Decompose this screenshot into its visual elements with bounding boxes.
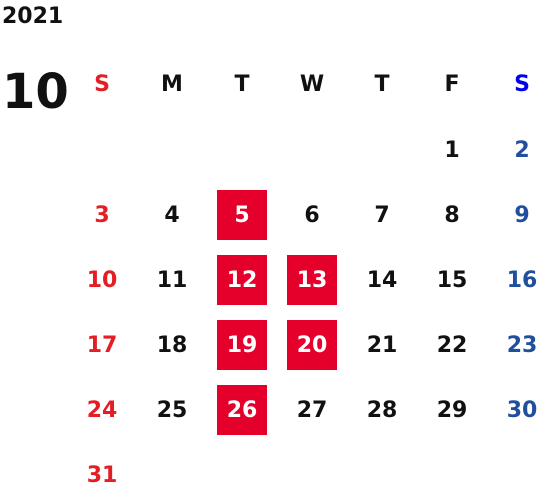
- day-cell: 27: [296, 397, 328, 423]
- day-cell: 18: [156, 332, 188, 358]
- highlighted-day-cell: 5: [217, 190, 267, 240]
- day-cell: 25: [156, 397, 188, 423]
- day-cell: 7: [374, 202, 390, 228]
- day-cell: 31: [86, 462, 118, 488]
- day-cell: 16: [506, 267, 538, 293]
- highlighted-day-cell: 26: [217, 385, 267, 435]
- day-cell: 15: [436, 267, 468, 293]
- weekday-header: S: [514, 71, 530, 97]
- weekday-header: T: [374, 71, 390, 97]
- day-cell: 2: [514, 137, 530, 163]
- highlighted-day-cell: 12: [217, 255, 267, 305]
- day-cell: 22: [436, 332, 468, 358]
- day-cell: 21: [366, 332, 398, 358]
- day-cell: 8: [444, 202, 460, 228]
- day-cell: 10: [86, 267, 118, 293]
- highlighted-day-cell: 19: [217, 320, 267, 370]
- day-cell: 17: [86, 332, 118, 358]
- day-cell: 1: [444, 137, 460, 163]
- day-cell: 4: [164, 202, 180, 228]
- day-cell: 28: [366, 397, 398, 423]
- year-label: 2021: [2, 4, 64, 29]
- day-cell: 11: [156, 267, 188, 293]
- day-cell: 30: [506, 397, 538, 423]
- day-cell: 24: [86, 397, 118, 423]
- weekday-header: T: [234, 71, 250, 97]
- weekday-header: S: [94, 71, 110, 97]
- day-cell: 3: [94, 202, 110, 228]
- day-cell: 9: [514, 202, 530, 228]
- highlighted-day-cell: 13: [287, 255, 337, 305]
- day-cell: 14: [366, 267, 398, 293]
- month-label: 10: [2, 64, 69, 120]
- weekday-header: M: [161, 71, 183, 97]
- day-cell: 29: [436, 397, 468, 423]
- day-cell: 6: [304, 202, 320, 228]
- day-cell: 23: [506, 332, 538, 358]
- highlighted-day-cell: 20: [287, 320, 337, 370]
- weekday-header: F: [444, 71, 460, 97]
- weekday-header: W: [299, 71, 325, 97]
